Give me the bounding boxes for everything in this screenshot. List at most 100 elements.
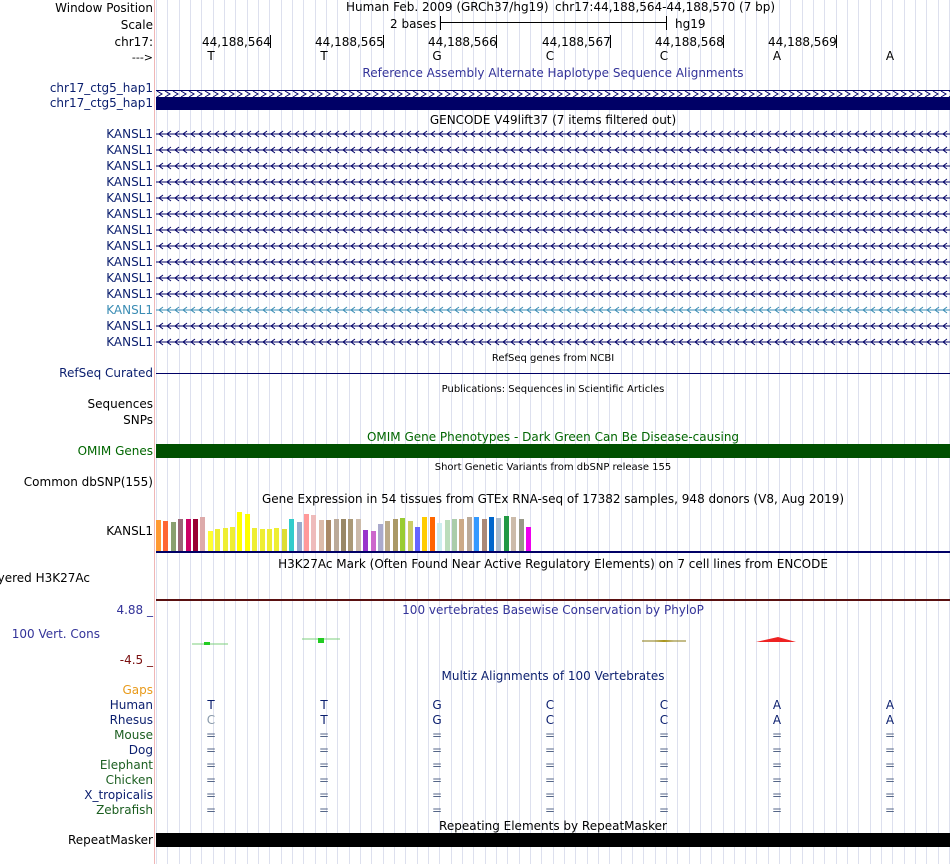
gtex-bar[interactable] [267,529,272,551]
repeatmasker-track[interactable] [156,833,950,847]
gencode-label[interactable]: KANSL1 [106,287,153,301]
gtex-bar[interactable] [237,512,242,551]
gencode-label[interactable]: KANSL1 [106,191,153,205]
gencode-transcript[interactable] [156,258,950,266]
gtex-bar[interactable] [415,527,420,551]
gtex-bar[interactable] [474,517,479,551]
gtex-bar[interactable] [430,517,435,551]
omim-label[interactable]: OMIM Genes [77,444,153,458]
snps-label[interactable]: SNPs [123,413,153,427]
gtex-bar[interactable] [319,520,324,551]
gtex-bar[interactable] [371,531,376,551]
gtex-bar[interactable] [482,519,487,551]
alt-hap-track-2[interactable] [156,97,950,110]
gtex-bar[interactable] [408,521,413,551]
gencode-label[interactable]: KANSL1 [106,303,153,317]
gtex-bar[interactable] [163,521,168,551]
repeatmasker-label[interactable]: RepeatMasker [67,833,153,847]
phylop-track[interactable] [156,630,950,650]
gtex-bar[interactable] [334,519,339,551]
multiz-species-label[interactable]: Chicken [105,773,153,787]
gencode-transcript[interactable] [156,162,950,170]
gtex-bar[interactable] [437,523,442,551]
gencode-label[interactable]: KANSL1 [106,143,153,157]
gtex-bar[interactable] [341,519,346,551]
gtex-bar[interactable] [356,519,361,551]
multiz-species-label[interactable]: Elephant [99,758,153,772]
gtex-bar[interactable] [311,515,316,551]
gtex-bar[interactable] [393,519,398,551]
gencode-transcript[interactable] [156,338,950,346]
multiz-species-label[interactable]: Human [109,698,153,712]
gtex-bar[interactable] [452,519,457,551]
gtex-bar[interactable] [422,517,427,551]
gtex-bar[interactable] [186,519,191,551]
gencode-label[interactable]: KANSL1 [106,319,153,333]
gencode-transcript[interactable] [156,242,950,250]
gtex-bar[interactable] [496,518,501,551]
gtex-bar[interactable] [348,519,353,551]
gencode-label[interactable]: KANSL1 [106,239,153,253]
gencode-transcript[interactable] [156,146,950,154]
gencode-label[interactable]: KANSL1 [106,335,153,349]
gtex-bar[interactable] [245,514,250,551]
gtex-bar[interactable] [193,519,198,551]
multiz-species-label[interactable]: Rhesus [109,713,153,727]
gencode-transcript[interactable] [156,226,950,234]
gtex-bar[interactable] [363,530,368,551]
gtex-bar[interactable] [208,531,213,551]
gtex-bar[interactable] [200,517,205,551]
gtex-bar[interactable] [467,517,472,551]
gtex-bar[interactable] [400,518,405,551]
omim-track[interactable] [156,444,950,458]
gtex-bar[interactable] [297,522,302,551]
refseq-label[interactable]: RefSeq Curated [59,366,153,380]
gtex-bar[interactable] [156,520,161,551]
gtex-bar[interactable] [260,529,265,551]
gtex-bar[interactable] [304,514,309,551]
gtex-bar[interactable] [252,528,257,551]
gtex-label[interactable]: KANSL1 [106,524,153,538]
alt-hap-track-1[interactable] [156,83,950,98]
gtex-bar[interactable] [504,516,509,551]
gtex-bar[interactable] [326,520,331,551]
multiz-gaps-label[interactable]: Gaps [122,683,153,697]
gencode-transcript[interactable] [156,290,950,298]
alt-hap-label-1[interactable]: chr17_ctg5_hap1 [49,81,153,95]
gencode-label[interactable]: KANSL1 [106,271,153,285]
gencode-label[interactable]: KANSL1 [106,127,153,141]
gtex-bar[interactable] [171,522,176,551]
gtex-bar[interactable] [178,519,183,551]
gtex-bar[interactable] [289,519,294,551]
gencode-label[interactable]: KANSL1 [106,175,153,189]
gtex-bar[interactable] [385,521,390,551]
gencode-label[interactable]: KANSL1 [106,159,153,173]
gtex-bar[interactable] [282,529,287,551]
phylop-label[interactable]: 100 Vert. Cons [11,627,100,641]
gtex-bar[interactable] [519,519,524,551]
gtex-bar[interactable] [511,517,516,551]
gtex-bar[interactable] [378,524,383,551]
gtex-bar[interactable] [489,517,494,551]
gencode-transcript[interactable] [156,210,950,218]
gtex-bar[interactable] [459,519,464,551]
sequences-label[interactable]: Sequences [87,397,153,411]
dbsnp-label[interactable]: Common dbSNP(155) [23,475,153,489]
gtex-bar[interactable] [274,528,279,551]
gencode-transcript[interactable] [156,194,950,202]
gencode-transcript[interactable] [156,130,950,138]
gtex-bar[interactable] [526,527,531,551]
gencode-transcript[interactable] [156,322,950,330]
gencode-label[interactable]: KANSL1 [106,223,153,237]
refseq-track[interactable] [156,373,950,374]
gencode-label[interactable]: KANSL1 [106,255,153,269]
multiz-species-label[interactable]: Mouse [114,728,153,742]
gencode-transcript[interactable] [156,178,950,186]
gencode-transcript[interactable] [156,274,950,282]
gencode-label[interactable]: KANSL1 [106,207,153,221]
gtex-bar[interactable] [215,529,220,551]
gencode-transcript[interactable] [156,306,950,314]
gtex-bar[interactable] [223,528,228,551]
alt-hap-label-2[interactable]: chr17_ctg5_hap1 [49,96,153,110]
h3k27ac-label[interactable]: Layered H3K27Ac [0,571,90,585]
